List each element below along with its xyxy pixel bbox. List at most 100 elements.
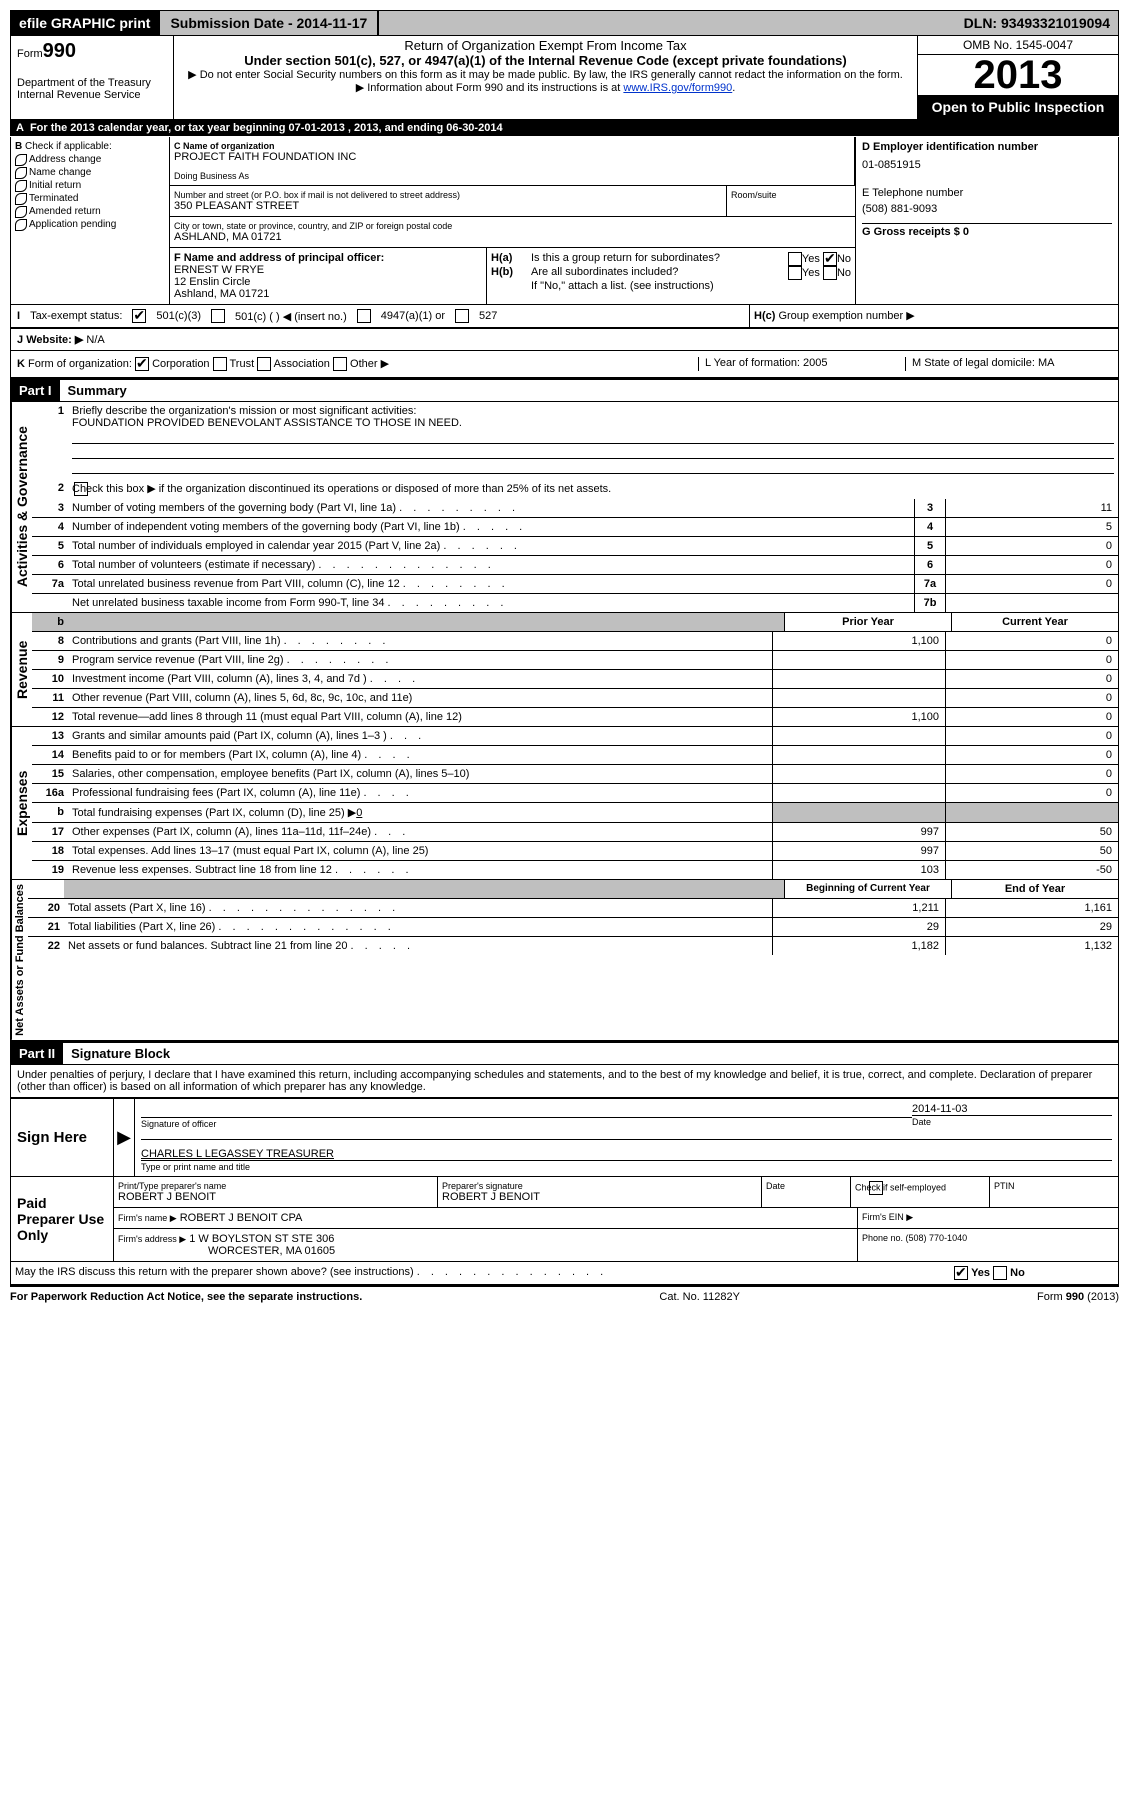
part2-label: Part II — [11, 1043, 63, 1064]
footer-left: For Paperwork Reduction Act Notice, see … — [10, 1291, 362, 1303]
chk-discontinued[interactable] — [74, 482, 88, 496]
val-17c: 50 — [945, 823, 1118, 841]
val-7a: 0 — [945, 575, 1118, 593]
website: N/A — [86, 334, 104, 346]
officer-addr2: Ashland, MA 01721 — [174, 288, 482, 300]
chk-app-pending[interactable]: Application pending — [15, 219, 165, 230]
top-bar: efile GRAPHIC print Submission Date - 20… — [10, 10, 1119, 36]
val-18p: 997 — [772, 842, 945, 860]
chk-address-change[interactable]: Address change — [15, 154, 165, 165]
chk-amended[interactable]: Amended return — [15, 206, 165, 217]
tax-year: 2013 — [918, 55, 1118, 95]
val-22p: 1,182 — [772, 937, 945, 955]
firm-addr1: 1 W BOYLSTON ST STE 306 — [189, 1233, 334, 1245]
perjury-statement: Under penalties of perjury, I declare th… — [10, 1065, 1119, 1097]
submission-date: Submission Date - 2014-11-17 — [158, 11, 379, 35]
val-20p: 1,211 — [772, 899, 945, 917]
form-note-1: ▶ Do not enter Social Security numbers o… — [180, 68, 911, 81]
val-7b — [945, 594, 1118, 612]
section-a: B Check if applicable: Address change Na… — [10, 137, 1119, 305]
discuss-yes[interactable] — [954, 1266, 968, 1280]
discuss-no[interactable] — [993, 1266, 1007, 1280]
val-8p: 1,100 — [772, 632, 945, 650]
street-address: 350 PLEASANT STREET — [174, 200, 722, 212]
val-5: 0 — [945, 537, 1118, 555]
part2-title: Signature Block — [63, 1043, 178, 1064]
firm-addr2: WORCESTER, MA 01605 — [208, 1245, 335, 1257]
firm-ein-label: Firm's EIN ▶ — [858, 1208, 1118, 1228]
chk-trust[interactable] — [213, 357, 227, 371]
footer-right: Form 990 (2013) — [1037, 1291, 1119, 1303]
arrow-icon: ▶ — [117, 1127, 131, 1148]
side-expenses: Expenses — [11, 727, 32, 879]
mission-text: FOUNDATION PROVIDED BENEVOLANT ASSISTANC… — [72, 417, 462, 429]
phone: (508) 881-9093 — [862, 203, 1112, 215]
val-15c: 0 — [945, 765, 1118, 783]
val-11c: 0 — [945, 689, 1118, 707]
chk-self-employed[interactable] — [869, 1181, 883, 1195]
efile-label: efile GRAPHIC print — [11, 11, 158, 35]
val-12c: 0 — [945, 708, 1118, 726]
form-title: Return of Organization Exempt From Incom… — [180, 38, 911, 53]
chk-other[interactable] — [333, 357, 347, 371]
val-12p: 1,100 — [772, 708, 945, 726]
val-19c: -50 — [945, 861, 1118, 879]
part1-label: Part I — [11, 380, 60, 401]
chk-4947[interactable] — [357, 309, 371, 323]
hb-yes[interactable] — [788, 266, 802, 280]
irs-link[interactable]: www.IRS.gov/form990 — [623, 82, 732, 94]
preparer-name: ROBERT J BENOIT — [118, 1191, 433, 1203]
footer-mid: Cat. No. 11282Y — [659, 1291, 740, 1303]
side-revenue: Revenue — [11, 613, 32, 726]
paid-preparer-label: Paid Preparer Use Only — [11, 1177, 114, 1261]
val-6: 0 — [945, 556, 1118, 574]
org-name: PROJECT FAITH FOUNDATION INC — [174, 151, 850, 163]
val-19p: 103 — [772, 861, 945, 879]
dba-label: Doing Business As — [174, 171, 850, 181]
chk-initial-return[interactable]: Initial return — [15, 180, 165, 191]
form-subtitle: Under section 501(c), 527, or 4947(a)(1)… — [180, 53, 911, 68]
hb-no[interactable] — [823, 266, 837, 280]
chk-assoc[interactable] — [257, 357, 271, 371]
val-21c: 29 — [945, 918, 1118, 936]
val-17p: 997 — [772, 823, 945, 841]
part1-title: Summary — [60, 380, 135, 401]
chk-501c[interactable] — [211, 309, 225, 323]
val-13c: 0 — [945, 727, 1118, 745]
val-21p: 29 — [772, 918, 945, 936]
chk-name-change[interactable]: Name change — [15, 167, 165, 178]
chk-terminated[interactable]: Terminated — [15, 193, 165, 204]
side-net-assets: Net Assets or Fund Balances — [11, 880, 28, 1040]
val-22c: 1,132 — [945, 937, 1118, 955]
preparer-sig: ROBERT J BENOIT — [442, 1191, 757, 1203]
chk-corp[interactable] — [135, 357, 149, 371]
dln: DLN: 93493321019094 — [956, 11, 1118, 35]
val-18c: 50 — [945, 842, 1118, 860]
ein: 01-0851915 — [862, 159, 1112, 171]
room-label: Room/suite — [731, 190, 851, 200]
ha-yes[interactable] — [788, 252, 802, 266]
firm-phone: Phone no. (508) 770-1040 — [858, 1229, 1118, 1261]
sig-date: 2014-11-03 — [912, 1103, 1112, 1115]
val-10c: 0 — [945, 670, 1118, 688]
city-state-zip: ASHLAND, MA 01721 — [174, 231, 851, 243]
year-formation: L Year of formation: 2005 — [698, 357, 905, 371]
val-9c: 0 — [945, 651, 1118, 669]
print-label[interactable]: print — [119, 15, 150, 31]
chk-501c3[interactable] — [132, 309, 146, 323]
dept-label: Department of the Treasury Internal Reve… — [17, 77, 167, 101]
open-inspection: Open to Public Inspection — [918, 95, 1118, 119]
val-16ac: 0 — [945, 784, 1118, 802]
ha-no[interactable] — [823, 252, 837, 266]
form-header: Form990 Department of the Treasury Inter… — [10, 36, 1119, 120]
val-4: 5 — [945, 518, 1118, 536]
sign-here-label: Sign Here — [11, 1099, 114, 1176]
val-8c: 0 — [945, 632, 1118, 650]
officer-addr1: 12 Enslin Circle — [174, 276, 482, 288]
gross-receipts: G Gross receipts $ 0 — [862, 223, 1112, 238]
val-14c: 0 — [945, 746, 1118, 764]
chk-527[interactable] — [455, 309, 469, 323]
officer-name: ERNEST W FRYE — [174, 264, 482, 276]
firm-name: ROBERT J BENOIT CPA — [180, 1212, 303, 1224]
officer-name-title: CHARLES L LEGASSEY TREASURER — [141, 1148, 1112, 1160]
